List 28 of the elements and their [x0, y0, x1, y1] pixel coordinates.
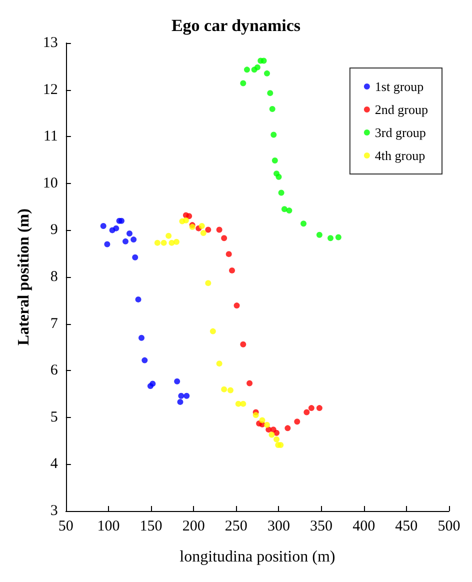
legend-label: 4th group: [374, 148, 426, 163]
y-tick-label: 9: [50, 222, 58, 238]
y-tick-label: 8: [50, 269, 58, 285]
x-tick-label: 300: [267, 518, 290, 534]
y-tick-label: 10: [42, 175, 58, 192]
y-tick-label: 12: [42, 82, 58, 98]
x-tick-label: 200: [182, 518, 205, 534]
chart-title: Ego car dynamics: [171, 16, 301, 35]
y-tick-label: 11: [43, 128, 58, 145]
x-tick-label: 150: [140, 518, 162, 534]
x-tick-label: 350: [310, 518, 333, 534]
legend-label: 2nd group: [374, 102, 428, 117]
legend-label: 1st group: [374, 79, 424, 94]
x-axis-title: longitudina position (m): [180, 548, 336, 566]
y-tick-label: 6: [50, 362, 58, 379]
x-tick-label: 450: [395, 518, 418, 534]
y-tick-label: 7: [50, 316, 58, 332]
x-tick-label: 250: [224, 518, 248, 534]
y-tick-label: 13: [42, 35, 58, 51]
x-tick-label: 400: [352, 518, 376, 534]
y-axis-title: Lateral position (m): [16, 208, 32, 346]
x-tick-label: 50: [58, 518, 74, 534]
legend-label: 3rd group: [374, 125, 426, 140]
y-tick-label: 5: [50, 409, 58, 426]
x-tick-label: 500: [438, 518, 460, 534]
y-tick-label: 4: [50, 456, 58, 472]
y-tick-label: 3: [50, 503, 58, 519]
x-tick-label: 100: [97, 518, 120, 534]
